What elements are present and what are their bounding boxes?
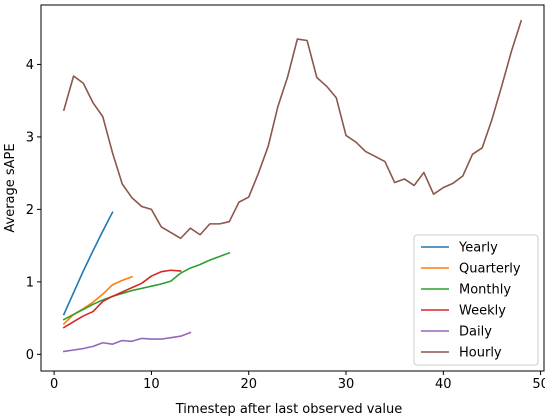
- y-tick-label: 3: [26, 130, 34, 145]
- y-axis-label: Average sAPE: [3, 143, 18, 232]
- x-axis: 0 10 20 30 40 50: [50, 371, 545, 392]
- legend-label-daily: Daily: [459, 325, 492, 340]
- legend-label-yearly: Yearly: [458, 241, 498, 256]
- series-lines: [62, 19, 523, 353]
- x-tick-label: 30: [338, 377, 355, 392]
- x-tick-label: 10: [143, 377, 160, 392]
- x-tick-label: 20: [240, 377, 257, 392]
- y-axis: 0 1 2 3 4: [26, 58, 41, 363]
- y-tick-label: 4: [26, 58, 34, 73]
- x-tick-label: 50: [532, 377, 545, 392]
- series-line-monthly: [62, 251, 231, 321]
- x-tick-label: 0: [50, 377, 58, 392]
- series-line-yearly: [62, 211, 114, 316]
- legend-label-hourly: Hourly: [459, 346, 502, 361]
- x-tick-label: 40: [435, 377, 452, 392]
- legend-label-monthly: Monthly: [459, 283, 511, 298]
- series-line-daily: [62, 331, 192, 353]
- series-line-weekly: [62, 269, 182, 329]
- y-tick-label: 0: [26, 348, 34, 363]
- legend-label-weekly: Weekly: [459, 304, 506, 319]
- y-tick-label: 2: [26, 203, 34, 218]
- y-tick-label: 1: [26, 275, 34, 290]
- legend: Yearly Quarterly Monthly Weekly Daily Hourly: [413, 234, 539, 366]
- x-axis-label: Timestep after last observed value: [175, 402, 402, 417]
- legend-label-quarterly: Quarterly: [459, 262, 521, 277]
- series-line-hourly: [62, 19, 523, 240]
